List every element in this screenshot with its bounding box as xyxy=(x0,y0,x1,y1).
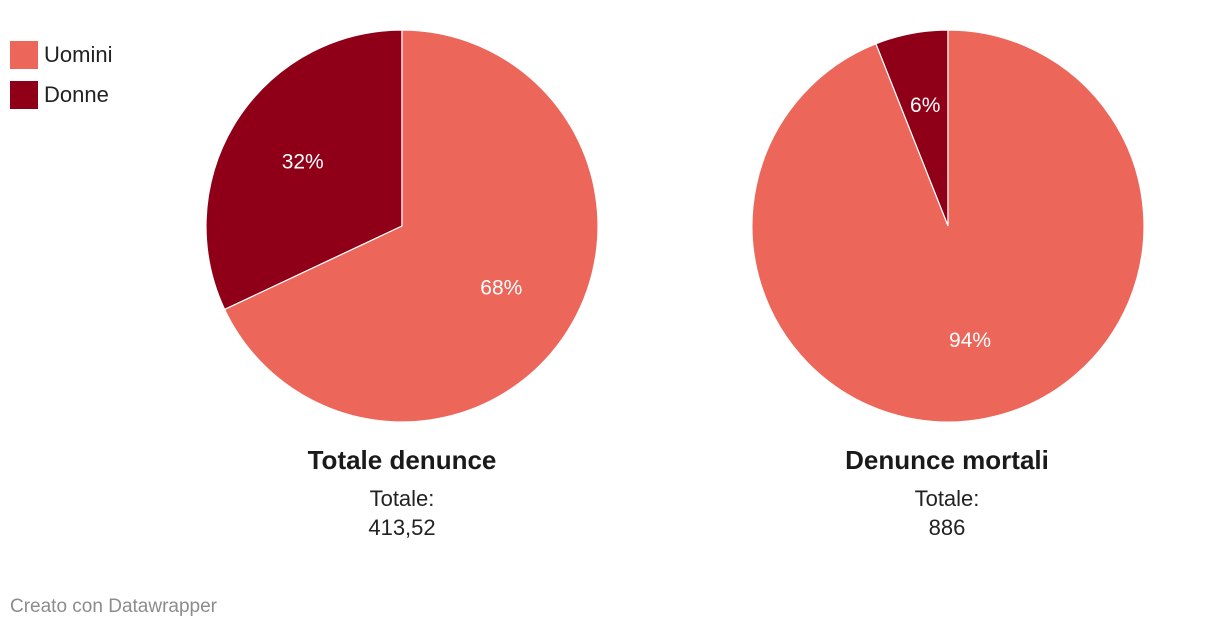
legend-swatch-uomini xyxy=(10,41,38,69)
pie-total-value: 886 xyxy=(928,515,966,540)
legend-item-uomini: Uomini xyxy=(10,41,112,69)
pie-slice-label: 94% xyxy=(949,329,991,352)
pie-total-label: Totale: xyxy=(914,486,980,511)
pie-slice-label: 32% xyxy=(282,151,324,174)
pie-slice-donne xyxy=(205,29,403,311)
pie-total-value: 413,52 xyxy=(368,515,436,540)
pie-title-denunce-mortali: Denunce mortali xyxy=(845,445,1049,475)
legend-label-uomini: Uomini xyxy=(44,42,113,67)
pie-slice-label: 6% xyxy=(910,94,940,117)
footer-credit: Creato con Datawrapper xyxy=(10,596,217,617)
legend-item-donne: Donne xyxy=(10,81,112,109)
pie-slice-label: 68% xyxy=(480,277,522,300)
pie-total-label: Totale: xyxy=(369,486,435,511)
pie-charts: 32% 68% 6% 94% xyxy=(205,29,1145,423)
pie-slice-uomini xyxy=(223,29,599,423)
legend: Uomini Donne xyxy=(10,41,112,121)
legend-label-donne: Donne xyxy=(44,82,109,107)
legend-swatch-donne xyxy=(10,81,38,109)
pie-total-totale-denunce: Totale: 413,52 xyxy=(202,484,602,542)
pie-total-denunce-mortali: Totale: 886 xyxy=(747,484,1147,542)
pie-title-totale-denunce: Totale denunce xyxy=(307,445,497,475)
pie-slice-uomini xyxy=(751,29,1145,423)
